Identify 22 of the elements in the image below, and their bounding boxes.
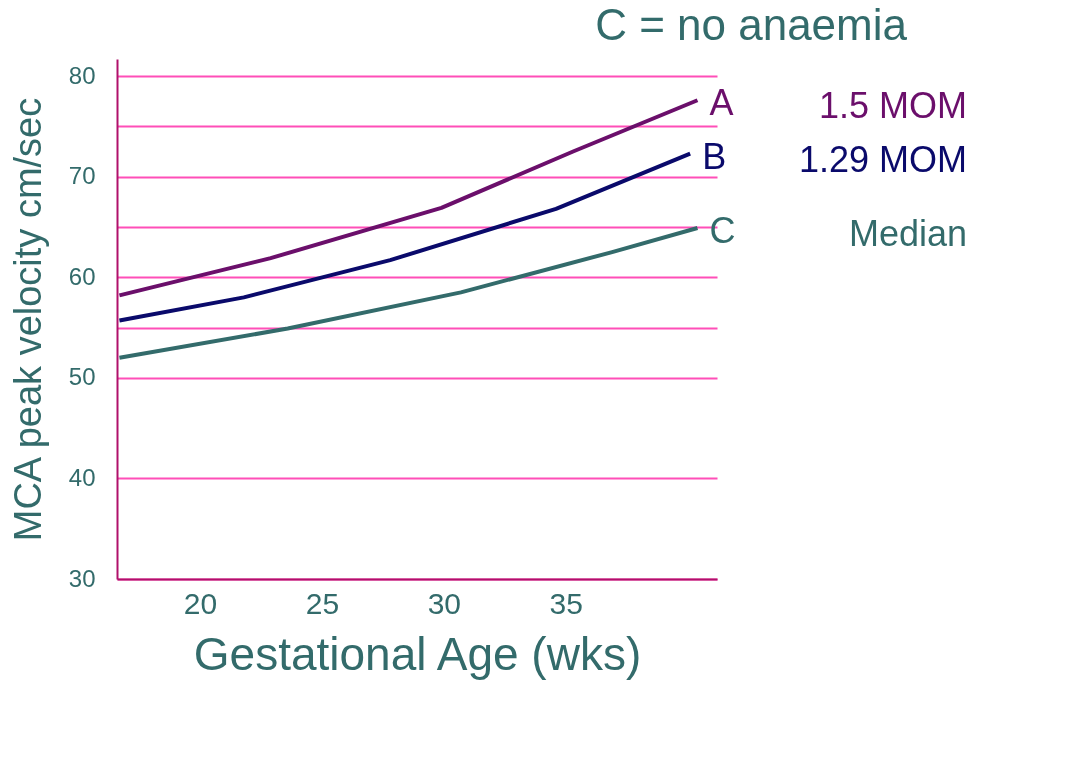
line-series <box>117 151 693 323</box>
y-tick-label: 80 <box>68 61 96 89</box>
x-tick-label: 35 <box>549 586 583 620</box>
y-tick-label: 50 <box>68 363 96 391</box>
x-tick-label: 25 <box>305 586 340 620</box>
text: 1.29 MOM <box>798 138 967 180</box>
line-series <box>117 98 700 298</box>
x-tick-label: 30 <box>427 586 462 620</box>
text: 1.5 MOM <box>818 85 967 127</box>
text: Median <box>848 212 967 254</box>
y-tick-label: 60 <box>68 262 96 290</box>
y-tick-label: 30 <box>68 564 96 592</box>
y-axis-title: MCA peak velocity cm/sec <box>6 97 49 542</box>
chart-title: C = no anaemia <box>595 0 908 49</box>
y-tick-label: 40 <box>68 463 96 491</box>
x-tick-label: 20 <box>183 586 218 620</box>
series-label: B <box>702 135 727 177</box>
y-tick-label: 70 <box>68 162 96 190</box>
series-label: A <box>709 82 734 124</box>
x-axis-title: Gestational Age (wks) <box>193 627 642 680</box>
series-label: C <box>709 209 736 251</box>
line-series <box>117 225 700 360</box>
